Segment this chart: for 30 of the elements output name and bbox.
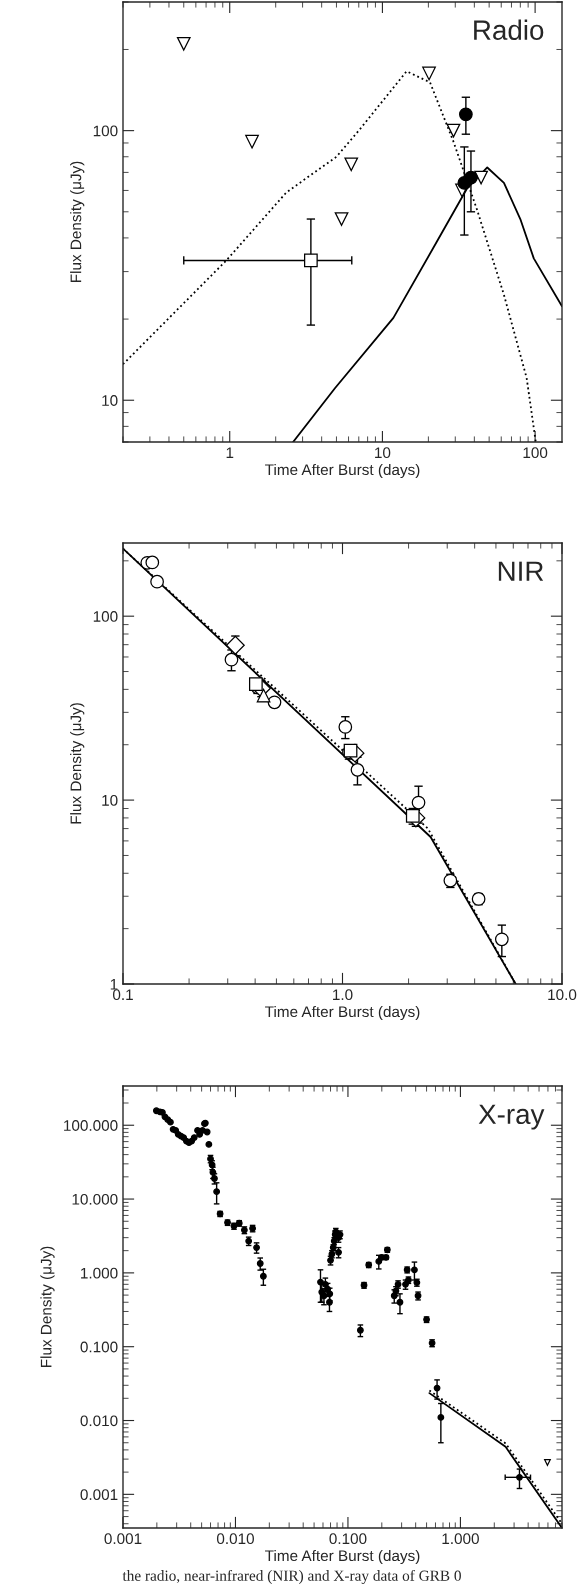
x-tick-label: 1.000: [442, 1533, 479, 1545]
y-axis-title: Flux Density (μJy): [40, 1246, 55, 1368]
y-tick-label: 0.001: [80, 1489, 118, 1501]
y-tick-label: 100: [93, 611, 118, 622]
x-tick-label: 1.0: [333, 989, 353, 1001]
x-tick-label: 0.010: [216, 1533, 254, 1545]
x-axis-title: Time After Burst (days): [265, 1005, 420, 1021]
text: NIR: [498, 561, 544, 581]
y-tick-label: 10: [102, 395, 118, 406]
text: Radio: [474, 19, 544, 40]
x-tick-label: 1: [226, 447, 234, 458]
y-tick-label: 0.010: [80, 1415, 118, 1427]
y-tick-label: 10.000: [72, 1193, 118, 1205]
x-tick-label: 100: [523, 447, 548, 459]
y-tick-label: 0.100: [80, 1341, 118, 1353]
y-axis-title: Flux Density (μJy): [70, 161, 85, 283]
x-tick-label: 0.100: [329, 1533, 367, 1545]
y-tick-label: 10: [102, 794, 118, 806]
y-tick-label: 100.000: [64, 1120, 118, 1131]
x-axis-title: Time After Burst (days): [265, 1549, 420, 1565]
y-tick-label: 100: [93, 125, 118, 137]
x-tick-label: 10: [375, 447, 391, 459]
y-axis-title: Flux Density (μJy): [70, 703, 85, 824]
y-tick-label: 1: [110, 979, 118, 990]
x-tick-label: 0.1: [112, 989, 133, 1001]
text: X-ray: [478, 1104, 545, 1130]
text: the radio, near-infrared (NIR) and X-ray data of GRB 0: [122, 1569, 461, 1584]
x-tick-label: 10.0: [548, 989, 577, 1001]
y-tick-label: 1.000: [81, 1267, 118, 1279]
x-axis-title: Time After Burst (days): [265, 463, 420, 479]
